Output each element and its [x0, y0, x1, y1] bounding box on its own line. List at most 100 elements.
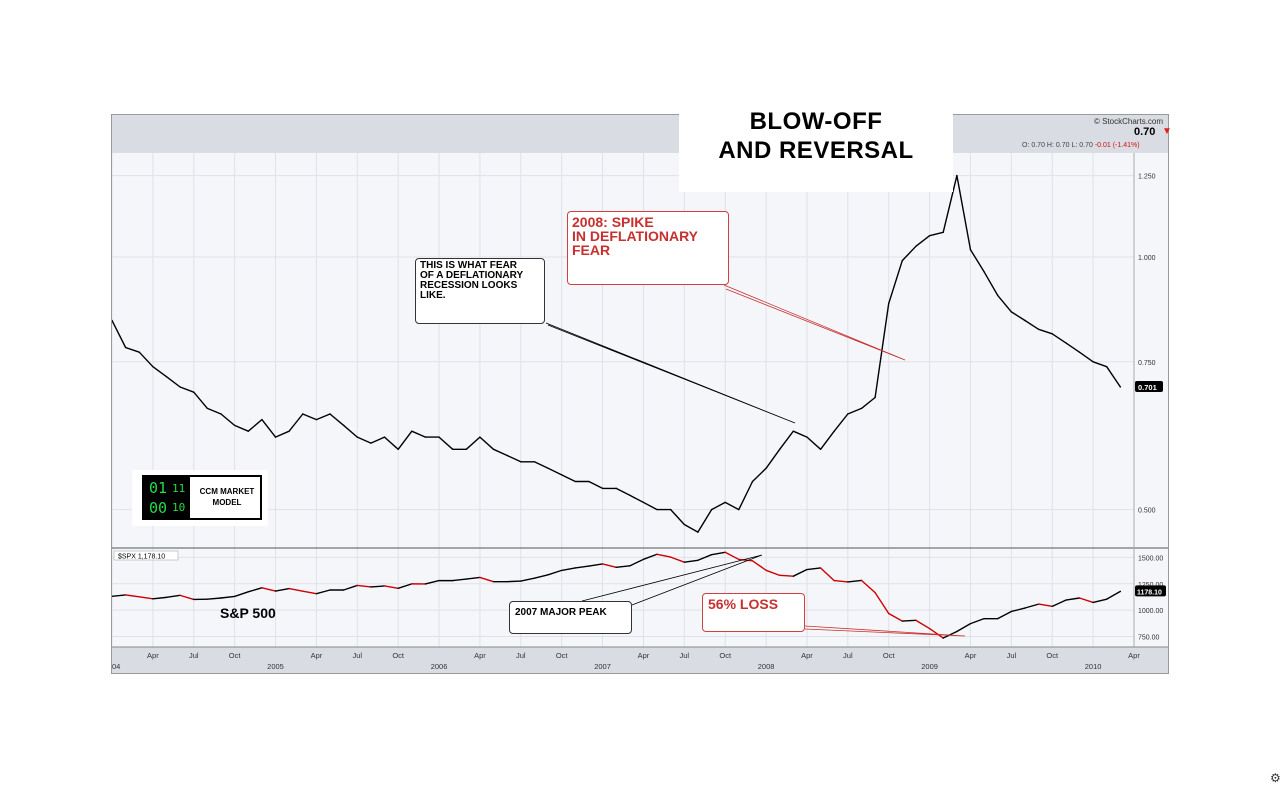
ratio-point	[261, 419, 262, 420]
x-month-tick: Apr	[311, 651, 323, 660]
ratio-point	[738, 509, 739, 510]
spx-segment	[780, 575, 794, 576]
y-tick-label: 1.250	[1138, 174, 1156, 181]
ratio-point	[316, 419, 317, 420]
ratio-point	[834, 430, 835, 431]
ratio-point	[752, 481, 753, 482]
ratio-point	[343, 425, 344, 426]
ratio-point	[970, 249, 971, 250]
ratio-point	[479, 436, 480, 437]
ratio-point	[397, 449, 398, 450]
x-month-tick: Oct	[883, 651, 896, 660]
ratio-point	[493, 449, 494, 450]
y-tick-label: 1000.00	[1138, 608, 1163, 615]
ratio-point	[534, 461, 535, 462]
ratio-point	[943, 232, 944, 233]
spx-last-value-label: 1178.10	[1137, 589, 1162, 596]
ratio-point	[139, 352, 140, 353]
x-month-tick: Jul	[189, 651, 199, 660]
x-month-tick: Apr	[801, 651, 813, 660]
fear-callout: THIS IS WHAT FEAR OF A DEFLATIONARY RECE…	[415, 258, 545, 324]
ratio-point	[874, 397, 875, 398]
ratio-point	[629, 495, 630, 496]
ratio-point	[384, 436, 385, 437]
x-month-tick: Apr	[1128, 651, 1140, 660]
ratio-point	[847, 413, 848, 414]
ratio-point	[547, 468, 548, 469]
ratio-point	[684, 524, 685, 525]
x-year-label: 2009	[921, 662, 938, 671]
ratio-point	[288, 430, 289, 431]
peak-callout: 2007 MAJOR PEAK	[509, 601, 632, 634]
ratio-point	[1024, 320, 1025, 321]
title-line-2: AND REVERSAL	[679, 137, 953, 165]
logo-frame: 01 11 00 10 CCM MARKET MODEL	[142, 475, 262, 520]
lower-panel-bg	[112, 549, 1168, 647]
ratio-point	[1120, 386, 1121, 387]
logo-digit: 11	[172, 482, 185, 495]
ratio-point	[861, 408, 862, 409]
ratio-point	[697, 531, 698, 532]
x-month-tick: Oct	[1046, 651, 1059, 660]
ratio-point	[125, 347, 126, 348]
ratio-point	[357, 436, 358, 437]
title-line-1: BLOW-OFF	[679, 108, 953, 136]
ratio-point	[370, 442, 371, 443]
ratio-point	[411, 430, 412, 431]
ratio-point	[506, 455, 507, 456]
logo-text-line: MODEL	[194, 497, 260, 508]
gear-icon[interactable]: ⚙	[1270, 771, 1280, 785]
ratio-point	[643, 502, 644, 503]
logo-text-line: CCM MARKET	[194, 486, 260, 497]
ratio-point	[1011, 311, 1012, 312]
spike-callout-line: IN DEFLATIONARY	[572, 229, 724, 243]
spike-callout-line: FEAR	[572, 243, 724, 257]
ratio-point	[888, 303, 889, 304]
chart-svg: 1.2501.0000.7500.5001500.001250.001000.0…	[112, 115, 1168, 673]
ratio-point	[438, 436, 439, 437]
x-month-tick: Apr	[474, 651, 486, 660]
ratio-point	[956, 175, 957, 176]
title-box: BLOW-OFF AND REVERSAL	[679, 100, 953, 192]
y-tick-label: 1500.00	[1138, 555, 1163, 562]
x-year-label: 2010	[1085, 662, 1102, 671]
spike-callout: 2008: SPIKE IN DEFLATIONARY FEAR	[567, 211, 729, 285]
ratio-point	[575, 481, 576, 482]
ratio-point	[656, 509, 657, 510]
x-month-tick: Jul	[352, 651, 362, 660]
ratio-point	[520, 461, 521, 462]
ratio-point	[193, 391, 194, 392]
ratio-point	[997, 295, 998, 296]
ratio-point	[329, 413, 330, 414]
ratio-point	[152, 366, 153, 367]
spx-segment	[371, 586, 385, 587]
ratio-point	[779, 449, 780, 450]
spx-label: S&P 500	[220, 605, 276, 621]
x-month-tick: Apr	[965, 651, 977, 660]
x-month-tick: Oct	[719, 651, 732, 660]
spx-legend-label: $SPX 1,178.10	[118, 554, 165, 561]
logo-digit: 10	[172, 501, 185, 514]
spx-segment	[902, 620, 916, 621]
ratio-point	[602, 488, 603, 489]
ratio-point	[983, 271, 984, 272]
y-tick-label: 0.750	[1138, 360, 1156, 367]
ratio-point	[1106, 366, 1107, 367]
y-tick-label: 0.500	[1138, 508, 1156, 515]
ratio-point	[915, 245, 916, 246]
y-tick-label: 750.00	[1138, 634, 1160, 641]
x-month-tick: Apr	[638, 651, 650, 660]
chart-frame: © StockCharts.com 0.70 ▼ O: 0.70 H: 0.70…	[111, 114, 1169, 674]
logo-digit: 01	[149, 479, 167, 497]
ratio-point	[793, 430, 794, 431]
ratio-point	[452, 449, 453, 450]
ratio-point	[220, 413, 221, 414]
x-month-tick: Jul	[843, 651, 853, 660]
ratio-point	[670, 509, 671, 510]
ratio-point	[275, 436, 276, 437]
x-month-tick: Jul	[516, 651, 526, 660]
y-tick-label: 1.000	[1138, 255, 1156, 262]
ratio-point	[1065, 342, 1066, 343]
logo-text: CCM MARKET MODEL	[194, 486, 260, 508]
ratio-point	[1079, 352, 1080, 353]
